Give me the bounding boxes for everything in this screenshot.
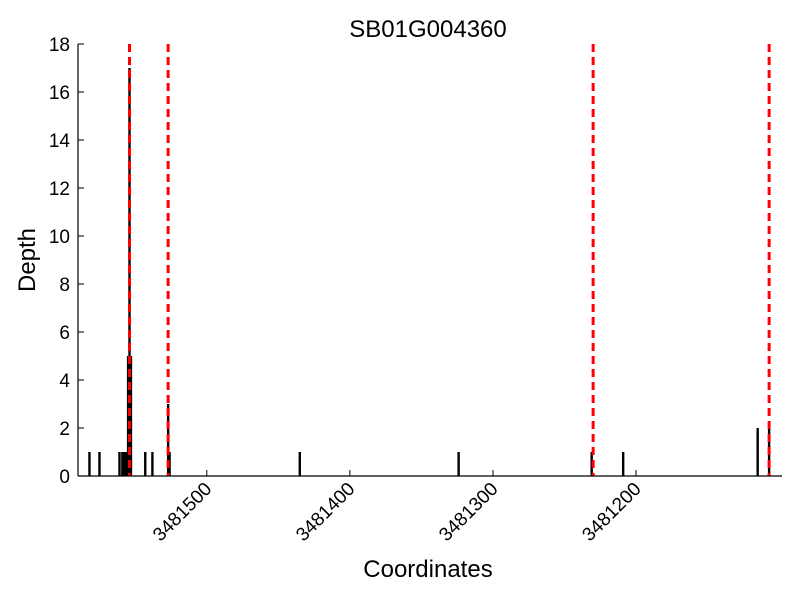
vlines-group [128, 44, 771, 476]
depth-bar [144, 452, 147, 476]
depth-bar [118, 452, 121, 476]
y-ticks-group: 0 2 4 6 8 10 12 14 16 18 [49, 35, 84, 488]
depth-bar [756, 428, 759, 476]
x-tick-label: 3481500 [149, 479, 216, 546]
y-tick-label: 10 [49, 227, 70, 248]
x-tick-label: 3481300 [435, 479, 502, 546]
y-tick-label: 2 [59, 419, 70, 440]
x-axis-label: Coordinates [363, 556, 492, 583]
y-tick-label: 0 [59, 467, 70, 488]
depth-bar [125, 452, 128, 476]
y-tick-label: 16 [49, 83, 70, 104]
y-tick-label: 6 [59, 323, 70, 344]
axes-group [77, 44, 782, 477]
y-tick-label: 8 [59, 275, 70, 296]
depth-bar [121, 452, 124, 476]
y-tick-label: 12 [49, 179, 70, 200]
y-axis-label: Depth [14, 228, 41, 292]
bars-group [88, 68, 771, 476]
depth-bar [124, 452, 127, 476]
depth-bar [457, 452, 460, 476]
depth-bar [621, 452, 625, 476]
depth-bar [298, 452, 301, 476]
x-ticks-group: 3481500 3481400 3481300 3481200 [149, 470, 646, 546]
depth-bar [88, 452, 91, 476]
depth-bar [98, 452, 101, 476]
depth-bar [122, 452, 125, 476]
depth-bar [151, 452, 154, 476]
x-tick-label: 3481200 [578, 479, 645, 546]
y-tick-label: 4 [59, 371, 70, 392]
x-tick-label: 3481400 [292, 479, 359, 546]
y-tick-label: 14 [49, 131, 71, 152]
chart-title: SB01G004360 [349, 16, 506, 43]
y-tick-label: 18 [49, 35, 70, 56]
